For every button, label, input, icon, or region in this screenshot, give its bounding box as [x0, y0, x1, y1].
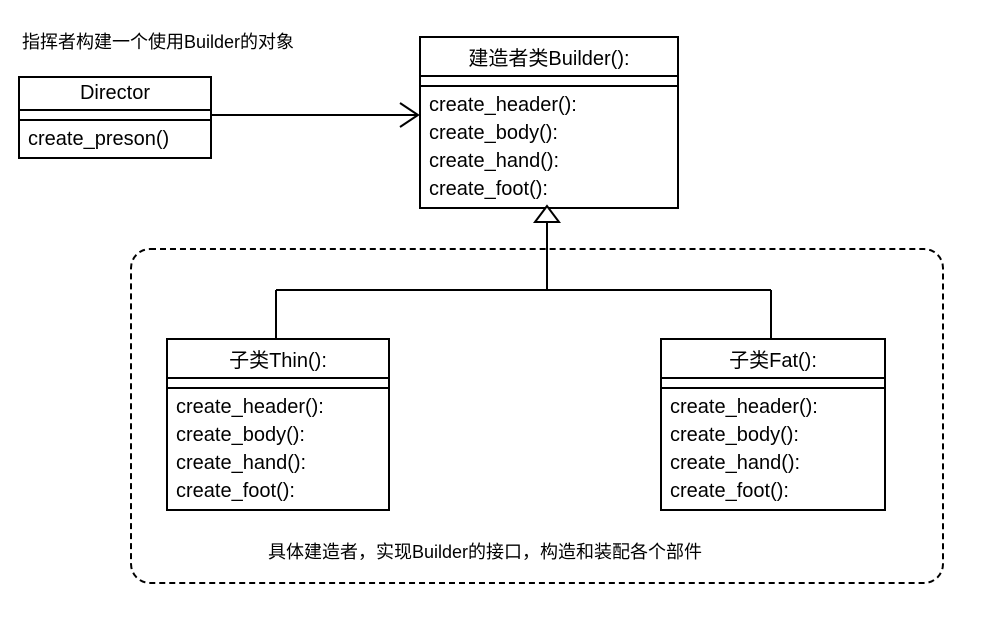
class-director-attrs — [20, 111, 210, 121]
class-builder: 建造者类Builder(): create_header(): create_b… — [419, 36, 679, 209]
method: create_body(): — [176, 421, 380, 449]
class-fat-attrs — [662, 379, 884, 389]
method: create_header(): — [429, 91, 669, 119]
method: create_body(): — [670, 421, 876, 449]
uml-canvas: 指挥者构建一个使用Builder的对象 Director create_pres… — [0, 0, 1004, 620]
method: create_header(): — [176, 393, 380, 421]
class-director-methods: create_preson() — [20, 121, 210, 157]
class-builder-attrs — [421, 77, 677, 87]
class-thin-methods: create_header(): create_body(): create_h… — [168, 389, 388, 509]
method: create_hand(): — [670, 449, 876, 477]
method: create_hand(): — [429, 147, 669, 175]
class-thin-title: 子类Thin(): — [168, 340, 388, 379]
class-fat-methods: create_header(): create_body(): create_h… — [662, 389, 884, 509]
class-director-title: Director — [20, 78, 210, 111]
class-thin: 子类Thin(): create_header(): create_body()… — [166, 338, 390, 511]
class-fat: 子类Fat(): create_header(): create_body():… — [660, 338, 886, 511]
method: create_foot(): — [176, 477, 380, 505]
method: create_hand(): — [176, 449, 380, 477]
class-director: Director create_preson() — [18, 76, 212, 159]
class-builder-title: 建造者类Builder(): — [421, 38, 677, 77]
method: create_preson() — [28, 125, 202, 153]
director-note: 指挥者构建一个使用Builder的对象 — [22, 28, 294, 54]
method: create_body(): — [429, 119, 669, 147]
group-note: 具体建造者，实现Builder的接口，构造和装配各个部件 — [268, 538, 702, 564]
method: create_foot(): — [429, 175, 669, 203]
method: create_foot(): — [670, 477, 876, 505]
class-fat-title: 子类Fat(): — [662, 340, 884, 379]
class-thin-attrs — [168, 379, 388, 389]
method: create_header(): — [670, 393, 876, 421]
class-builder-methods: create_header(): create_body(): create_h… — [421, 87, 677, 207]
